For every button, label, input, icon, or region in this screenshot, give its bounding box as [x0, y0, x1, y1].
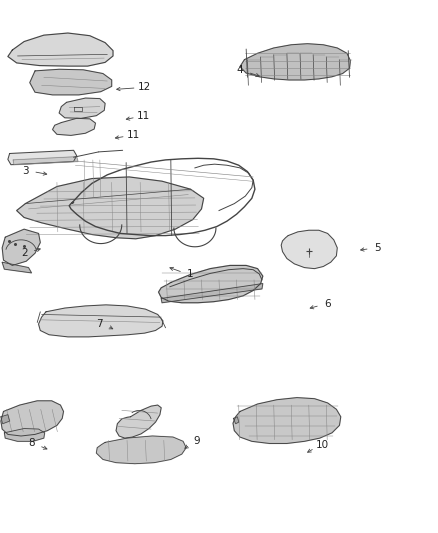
- Polygon shape: [1, 415, 10, 424]
- Polygon shape: [1, 401, 64, 436]
- Polygon shape: [2, 262, 32, 273]
- Polygon shape: [281, 230, 337, 269]
- Text: 9: 9: [194, 437, 201, 446]
- Polygon shape: [116, 405, 161, 438]
- Text: 7: 7: [96, 319, 103, 328]
- Text: 2: 2: [21, 248, 28, 258]
- Polygon shape: [161, 284, 263, 303]
- Text: 3: 3: [22, 166, 29, 175]
- Text: 8: 8: [28, 439, 35, 448]
- Text: 10: 10: [315, 440, 328, 450]
- Polygon shape: [17, 177, 204, 239]
- Polygon shape: [96, 436, 186, 464]
- Text: 1: 1: [187, 270, 194, 279]
- Polygon shape: [159, 265, 263, 303]
- Polygon shape: [59, 98, 105, 118]
- Text: 12: 12: [138, 83, 151, 92]
- Polygon shape: [233, 417, 239, 424]
- Polygon shape: [30, 69, 112, 95]
- Text: 5: 5: [374, 243, 381, 253]
- Text: 11: 11: [137, 111, 150, 121]
- Polygon shape: [240, 44, 350, 80]
- Polygon shape: [53, 118, 95, 135]
- Text: 4: 4: [237, 66, 244, 75]
- Polygon shape: [2, 229, 40, 265]
- Polygon shape: [4, 429, 45, 441]
- Polygon shape: [39, 305, 163, 337]
- Polygon shape: [13, 157, 78, 165]
- Polygon shape: [233, 398, 341, 443]
- Text: 6: 6: [324, 299, 331, 309]
- Polygon shape: [8, 33, 113, 66]
- Polygon shape: [8, 150, 77, 165]
- Text: 11: 11: [127, 131, 140, 140]
